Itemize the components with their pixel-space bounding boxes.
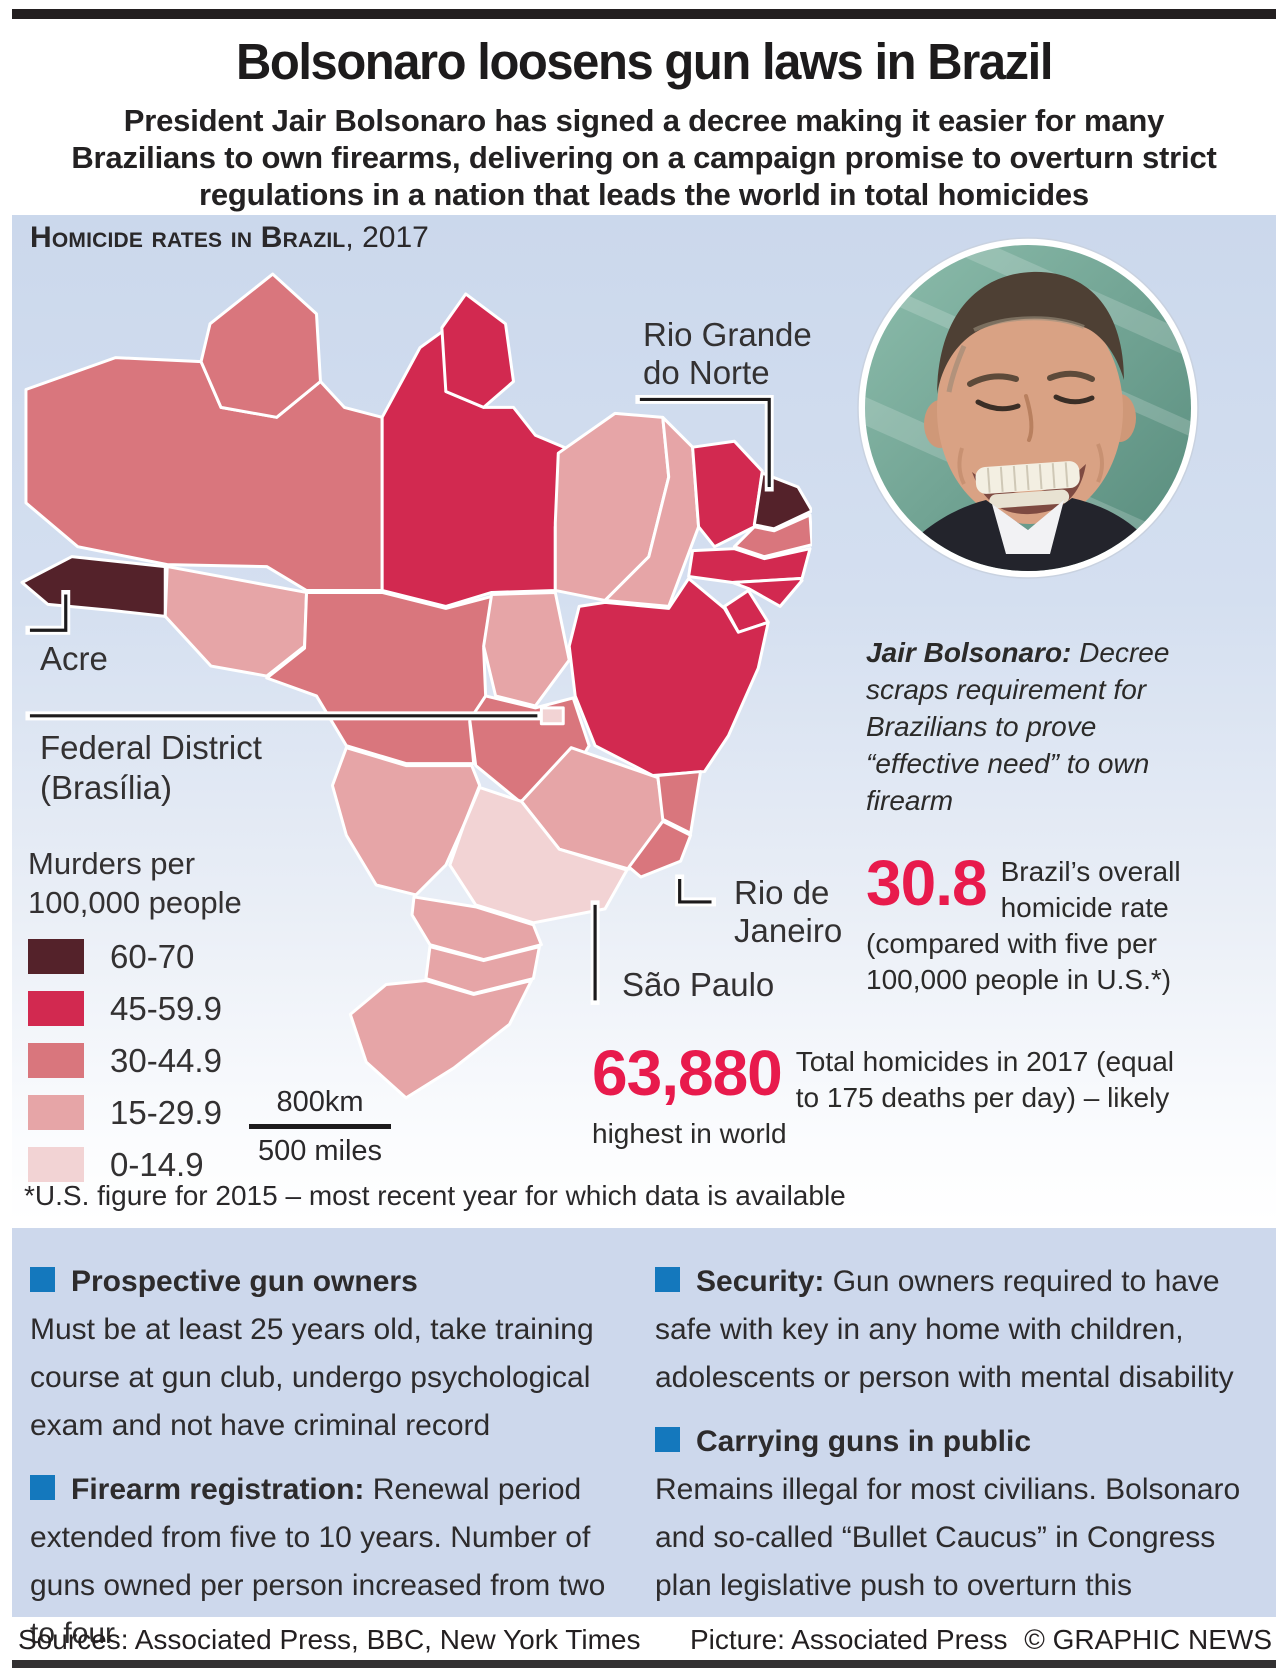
legend-item: 45-59.9 <box>28 989 242 1027</box>
scale-line <box>249 1124 391 1129</box>
stat-homicide-rate: 30.8 Brazil’s overall homicide rate (com… <box>866 847 1198 998</box>
map-heading-year: , 2017 <box>345 221 429 254</box>
info-item-prospective-gun-owners: Prospective gun owners Must be at least … <box>30 1258 630 1450</box>
info-item-firearm-registration: Firearm registration: Renewal period ext… <box>30 1466 630 1658</box>
bullet-square-icon <box>30 1267 55 1292</box>
state-roraima <box>199 272 322 419</box>
legend-item: 0-14.9 <box>28 1145 242 1183</box>
bottom-rule <box>12 1660 1276 1668</box>
info-item-body: Gun owners required to have safe with ke… <box>655 1265 1234 1394</box>
rio-grande-do-norte-label: Rio Grande do Norte <box>643 316 812 391</box>
legend-item: 15-29.9 <box>28 1093 242 1131</box>
legend-swatch-60-70 <box>28 939 84 974</box>
scale-km-label: 800km <box>276 1086 364 1118</box>
map-panel: Homicide rates in Brazil, 2017 <box>12 215 1276 1223</box>
legend-item: 60-70 <box>28 937 242 975</box>
stat-homicide-rate-text: Brazil’s overall homicide rate (compared… <box>866 856 1181 995</box>
legend-swatch-0-14 <box>28 1147 84 1182</box>
state-amapa <box>440 292 515 409</box>
footer-picture-credit: Picture: Associated Press <box>690 1624 1008 1655</box>
info-panel: Prospective gun owners Must be at least … <box>12 1228 1276 1650</box>
info-item-heading: Security: <box>696 1265 825 1298</box>
legend-range-label: 30-44.9 <box>110 1041 222 1079</box>
photo-caption: Jair Bolsonaro: Decree scraps requiremen… <box>866 634 1188 819</box>
bullet-square-icon <box>30 1475 55 1500</box>
state-pernambuco <box>687 547 812 585</box>
legend-title: Murders per 100,000 people <box>28 846 242 920</box>
legend-swatch-15-29 <box>28 1095 84 1130</box>
stat-homicide-rate-value: 30.8 <box>866 847 988 919</box>
state-rondonia <box>163 565 309 678</box>
brazil-choropleth-map <box>20 272 812 1100</box>
info-item-carrying-guns: Carrying guns in public Remains illegal … <box>655 1418 1267 1610</box>
map-heading-text: Homicide rates in Brazil <box>30 221 346 254</box>
info-item-heading: Prospective gun owners <box>71 1265 418 1298</box>
bullet-square-icon <box>655 1267 680 1292</box>
legend-swatch-45-59 <box>28 991 84 1026</box>
info-column-right: Security: Gun owners required to have sa… <box>655 1258 1267 1610</box>
legend-range-label: 60-70 <box>110 937 195 975</box>
info-item-body: Remains illegal for most civilians. Bols… <box>655 1473 1241 1602</box>
footer: Sources: Associated Press, BBC, New York… <box>0 1624 1288 1658</box>
state-amazonas <box>24 356 384 592</box>
top-rule <box>12 9 1276 19</box>
footer-brand-credit: © GRAPHIC NEWS <box>1024 1624 1272 1655</box>
rio-de-janeiro-leader-casing <box>675 874 716 907</box>
rio-de-janeiro-leader-line <box>678 879 712 904</box>
state-tocantins <box>482 590 571 708</box>
info-item-heading: Firearm registration: <box>71 1473 365 1506</box>
info-item-heading: Carrying guns in public <box>696 1425 1032 1458</box>
footer-sources: Sources: Associated Press, BBC, New York… <box>18 1624 641 1655</box>
info-item-body: Must be at least 25 years old, take trai… <box>30 1313 594 1442</box>
legend-range-label: 0-14.9 <box>110 1145 204 1183</box>
state-paraiba <box>732 513 812 559</box>
page-title: Bolsonaro loosens gun laws in Brazil <box>0 32 1288 91</box>
bolsonaro-photo <box>854 234 1202 582</box>
scale-miles-label: 500 miles <box>257 1135 383 1167</box>
legend-item: 30-44.9 <box>28 1041 242 1079</box>
sao-paulo-label: São Paulo <box>622 966 775 1003</box>
rio-de-janeiro-label: Rio de Janeiro <box>734 874 843 949</box>
map-heading: Homicide rates in Brazil, 2017 <box>30 221 429 255</box>
info-item-security: Security: Gun owners required to have sa… <box>655 1258 1267 1402</box>
legend-swatch-30-44 <box>28 1043 84 1078</box>
rio-grande-do-norte-leader-line <box>639 397 771 487</box>
federal-district-label: Federal District (Brasília) <box>40 729 262 806</box>
bullet-square-icon <box>655 1427 680 1452</box>
stat-total-homicides-value: 63,880 <box>592 1037 783 1109</box>
state-bahia <box>567 577 770 778</box>
bolsonaro-photo-image <box>857 237 1199 579</box>
acre-label: Acre <box>40 640 108 677</box>
state-rio-de-janeiro <box>627 819 693 879</box>
legend-range-label: 45-59.9 <box>110 989 222 1027</box>
stat-total-homicides-text: Total homicides in 2017 (equal to 175 de… <box>592 1046 1174 1149</box>
state-santa-catarina <box>424 945 541 995</box>
map-legend: Murders per 100,000 people 60-70 45-59.9… <box>28 844 242 1183</box>
state-federal-district <box>539 706 565 726</box>
state-mato-grosso-do-sul <box>330 746 482 897</box>
photo-caption-lead: Jair Bolsonaro: <box>866 637 1072 668</box>
state-sao-paulo <box>448 785 629 925</box>
state-espirito-santo <box>656 770 703 835</box>
state-rio-grande-do-sul <box>348 979 533 1100</box>
state-acre <box>20 555 167 618</box>
info-item-body: Renewal period extended from five to 10 … <box>30 1473 606 1650</box>
map-scale-bar: 800km 500 miles <box>247 1086 393 1168</box>
page-subtitle: President Jair Bolsonaro has signed a de… <box>71 103 1217 212</box>
footnote: *U.S. figure for 2015 – most recent year… <box>24 1180 846 1211</box>
legend-range-label: 15-29.9 <box>110 1093 222 1131</box>
info-column-left: Prospective gun owners Must be at least … <box>30 1258 630 1658</box>
page-title-text: Bolsonaro loosens gun laws in Brazil <box>235 33 1053 90</box>
acre-leader-line <box>29 594 68 632</box>
photo-caption-text: Decree scraps requirement for Brazilians… <box>866 637 1170 816</box>
state-alagoas <box>730 577 804 608</box>
stat-total-homicides: 63,880 Total homicides in 2017 (equal to… <box>592 1037 1198 1152</box>
